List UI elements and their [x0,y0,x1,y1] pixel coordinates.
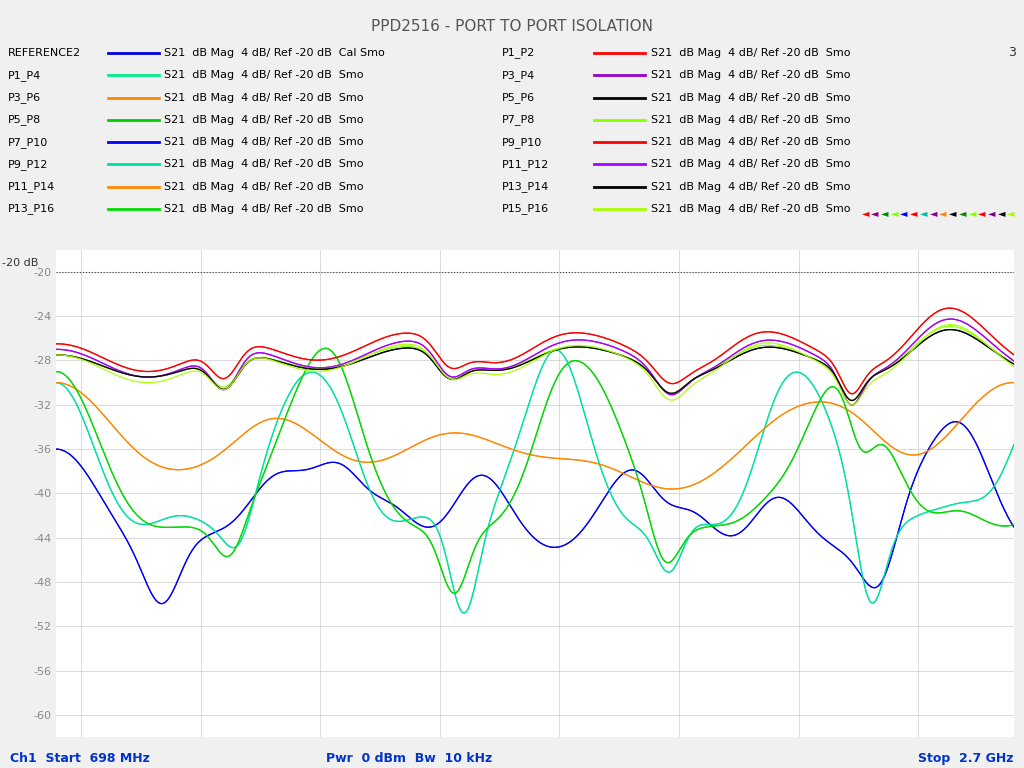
Text: S21  dB Mag  4 dB/ Ref -20 dB  Smo: S21 dB Mag 4 dB/ Ref -20 dB Smo [164,204,364,214]
Text: ◄: ◄ [1008,207,1015,218]
Text: ◄: ◄ [969,207,976,218]
Text: S21  dB Mag  4 dB/ Ref -20 dB  Smo: S21 dB Mag 4 dB/ Ref -20 dB Smo [651,70,851,81]
Text: P11_P14: P11_P14 [8,181,55,192]
Text: ◄: ◄ [958,207,967,218]
Text: ◄: ◄ [861,207,869,218]
Text: ◄: ◄ [910,207,918,218]
Text: P9_P10: P9_P10 [502,137,542,147]
Text: S21  dB Mag  4 dB/ Ref -20 dB  Smo: S21 dB Mag 4 dB/ Ref -20 dB Smo [164,159,364,170]
Text: S21  dB Mag  4 dB/ Ref -20 dB  Smo: S21 dB Mag 4 dB/ Ref -20 dB Smo [164,92,364,103]
Text: ◄: ◄ [900,207,908,218]
Text: P13_P14: P13_P14 [502,181,549,192]
Text: ◄: ◄ [988,207,995,218]
Text: P11_P12: P11_P12 [502,159,549,170]
Text: PPD2516 - PORT TO PORT ISOLATION: PPD2516 - PORT TO PORT ISOLATION [371,19,653,35]
Text: S21  dB Mag  4 dB/ Ref -20 dB  Smo: S21 dB Mag 4 dB/ Ref -20 dB Smo [651,137,851,147]
Text: ◄: ◄ [997,207,1006,218]
Text: ◄: ◄ [891,207,898,218]
Text: ◄: ◄ [949,207,956,218]
Text: ◄: ◄ [978,207,986,218]
Text: REFERENCE2: REFERENCE2 [8,48,81,58]
Text: P5_P8: P5_P8 [8,114,41,125]
Text: S21  dB Mag  4 dB/ Ref -20 dB  Smo: S21 dB Mag 4 dB/ Ref -20 dB Smo [651,159,851,170]
Text: ◄: ◄ [881,207,889,218]
Text: Stop  2.7 GHz: Stop 2.7 GHz [919,753,1014,765]
Text: ◄: ◄ [939,207,947,218]
Text: S21  dB Mag  4 dB/ Ref -20 dB  Smo: S21 dB Mag 4 dB/ Ref -20 dB Smo [164,181,364,192]
Text: P15_P16: P15_P16 [502,204,549,214]
Text: ◄: ◄ [920,207,928,218]
Text: -20 dB: -20 dB [2,258,39,268]
Text: Ch1  Start  698 MHz: Ch1 Start 698 MHz [10,753,151,765]
Text: P9_P12: P9_P12 [8,159,48,170]
Text: S21  dB Mag  4 dB/ Ref -20 dB  Smo: S21 dB Mag 4 dB/ Ref -20 dB Smo [651,92,851,103]
Text: S21  dB Mag  4 dB/ Ref -20 dB  Smo: S21 dB Mag 4 dB/ Ref -20 dB Smo [651,48,851,58]
Text: P1_P2: P1_P2 [502,48,535,58]
Text: S21  dB Mag  4 dB/ Ref -20 dB  Smo: S21 dB Mag 4 dB/ Ref -20 dB Smo [164,70,364,81]
Text: P1_P4: P1_P4 [8,70,41,81]
Text: S21  dB Mag  4 dB/ Ref -20 dB  Smo: S21 dB Mag 4 dB/ Ref -20 dB Smo [651,114,851,125]
Text: S21  dB Mag  4 dB/ Ref -20 dB  Smo: S21 dB Mag 4 dB/ Ref -20 dB Smo [164,114,364,125]
Text: P3_P6: P3_P6 [8,92,41,103]
Text: ◄: ◄ [871,207,879,218]
Text: P3_P4: P3_P4 [502,70,535,81]
Text: S21  dB Mag  4 dB/ Ref -20 dB  Cal Smo: S21 dB Mag 4 dB/ Ref -20 dB Cal Smo [164,48,385,58]
Text: S21  dB Mag  4 dB/ Ref -20 dB  Smo: S21 dB Mag 4 dB/ Ref -20 dB Smo [651,204,851,214]
Text: 3: 3 [1008,47,1016,59]
Text: S21  dB Mag  4 dB/ Ref -20 dB  Smo: S21 dB Mag 4 dB/ Ref -20 dB Smo [164,137,364,147]
Text: P7_P8: P7_P8 [502,114,536,125]
Text: Pwr  0 dBm  Bw  10 kHz: Pwr 0 dBm Bw 10 kHz [327,753,493,765]
Text: P7_P10: P7_P10 [8,137,48,147]
Text: ◄: ◄ [930,207,937,218]
Text: P13_P16: P13_P16 [8,204,55,214]
Text: S21  dB Mag  4 dB/ Ref -20 dB  Smo: S21 dB Mag 4 dB/ Ref -20 dB Smo [651,181,851,192]
Text: P5_P6: P5_P6 [502,92,535,103]
